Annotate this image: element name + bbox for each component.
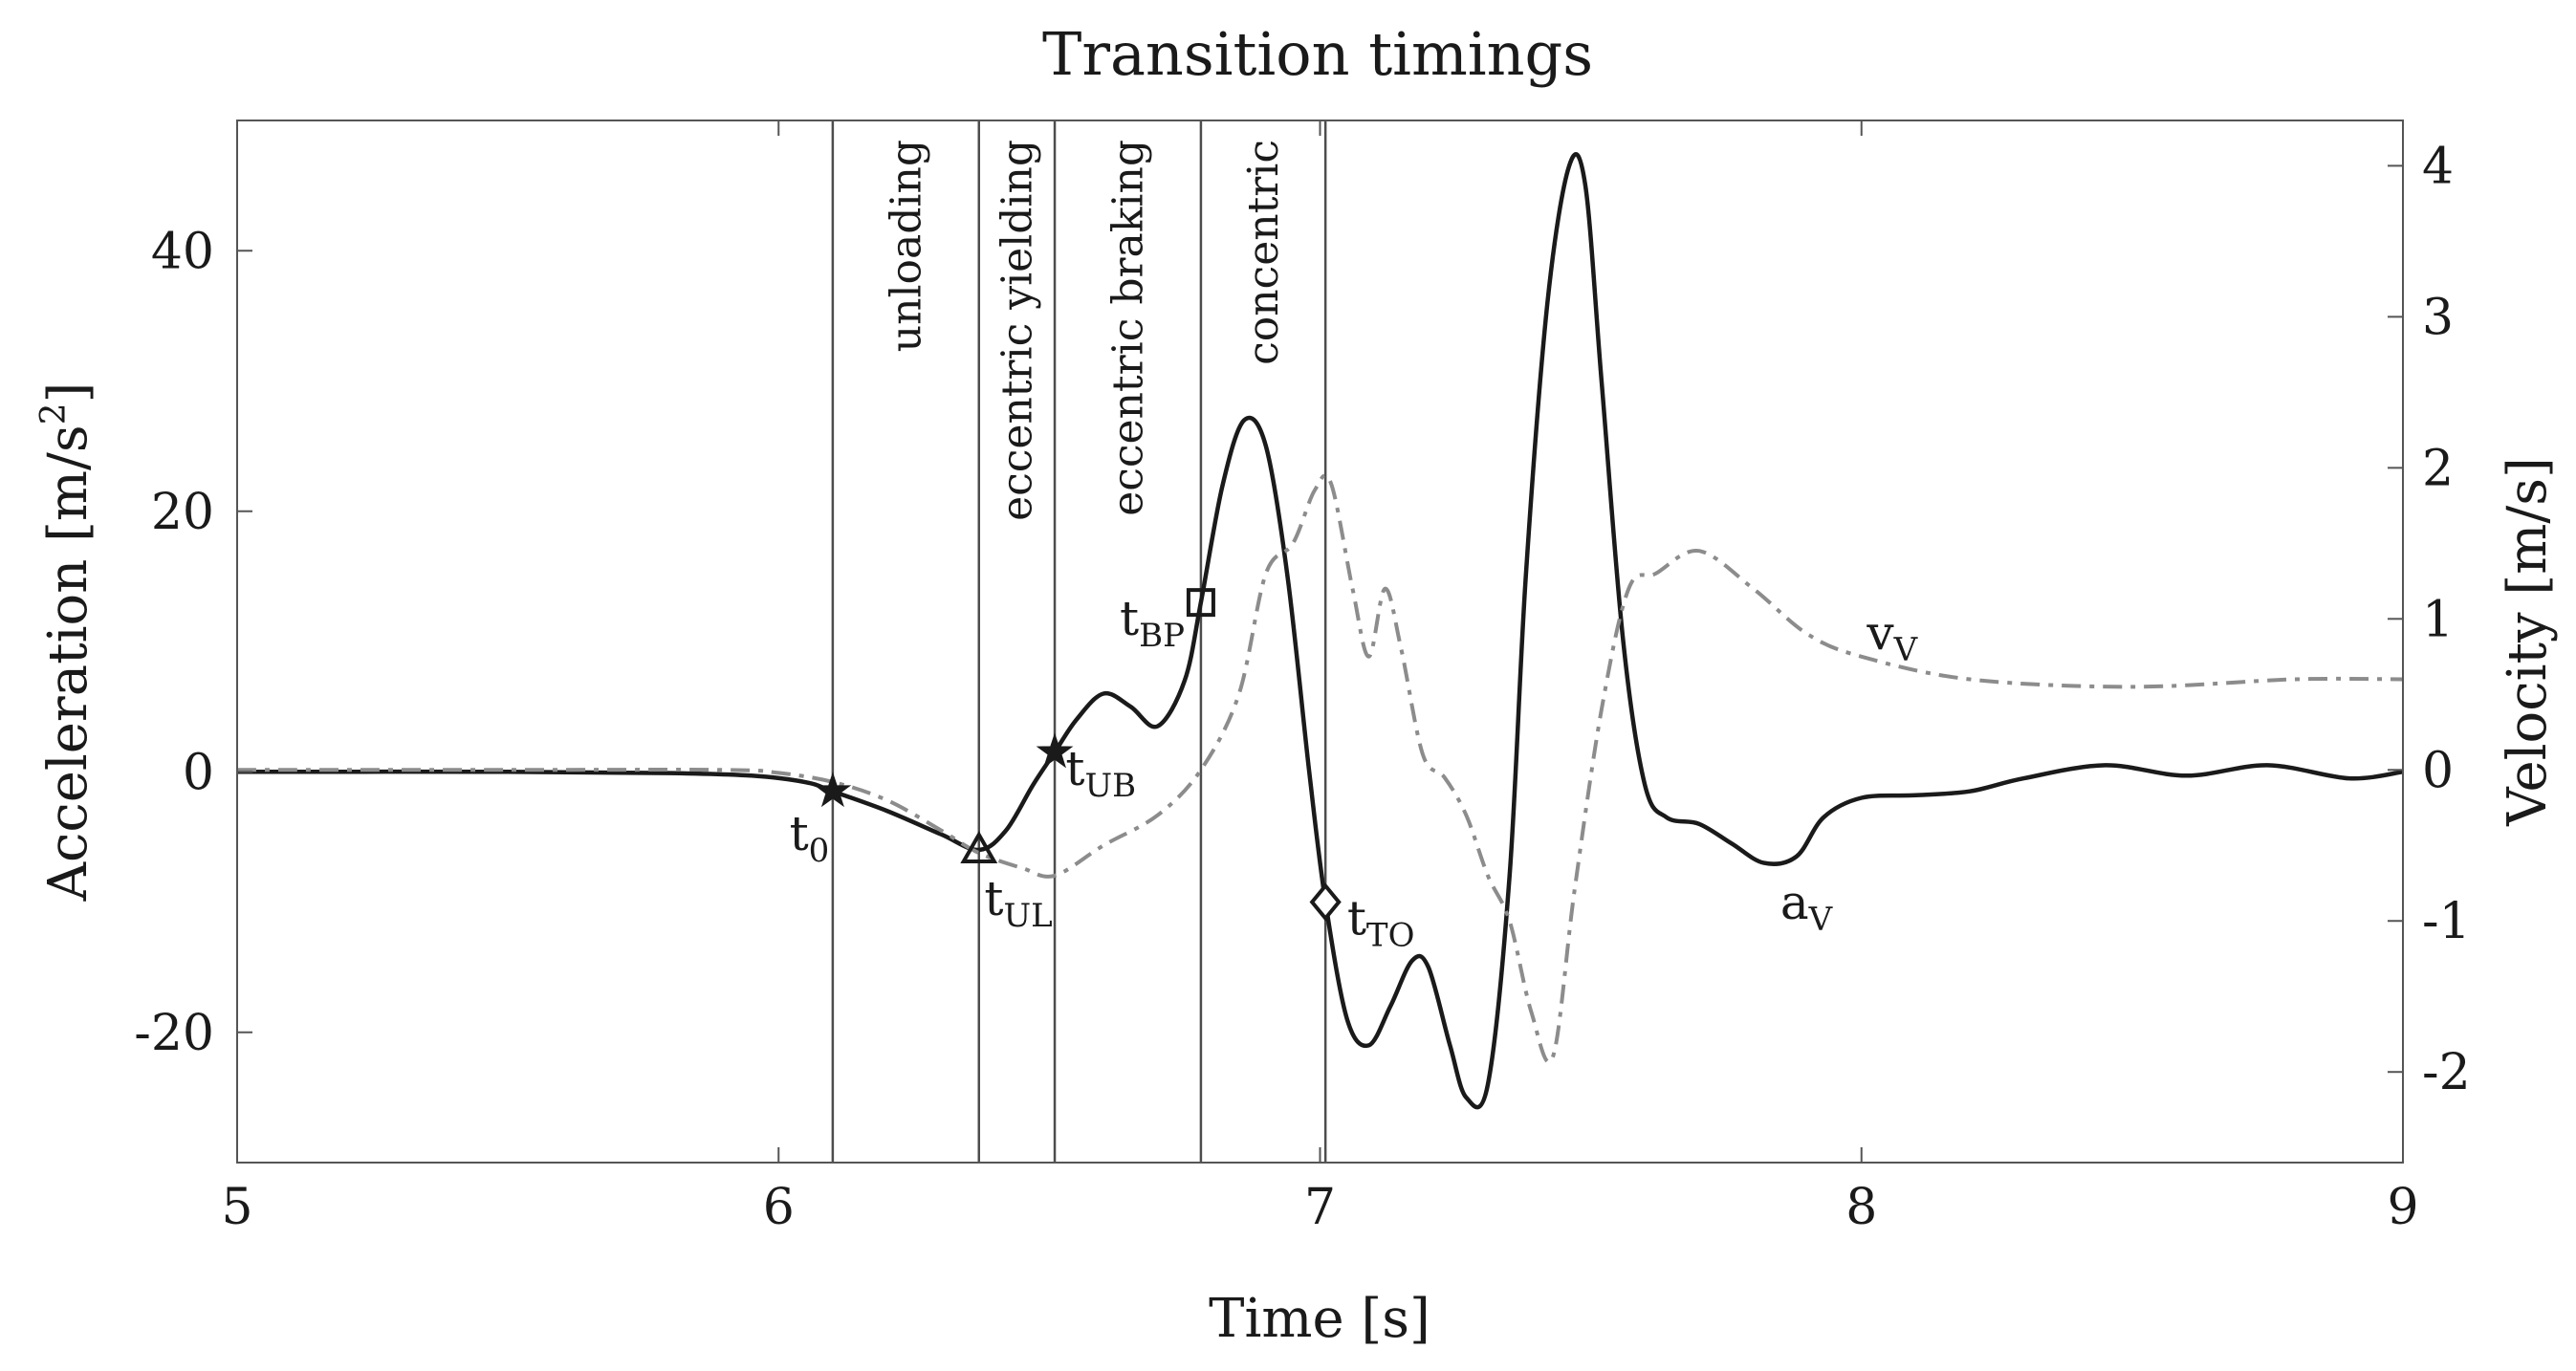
y-left-tick-label-2: 20 xyxy=(151,484,214,541)
marker-tBP xyxy=(1186,588,1215,618)
marker-t0-label: t0 xyxy=(790,806,830,870)
marker-tBP-label-sub: BP xyxy=(1139,617,1185,655)
phase-label-2: eccentric braking xyxy=(1103,140,1152,516)
phase-label-1: eccentric yielding xyxy=(993,140,1041,521)
x-tick-label-2: 7 xyxy=(1304,1179,1336,1236)
y-right-tick-label-1: -1 xyxy=(2422,893,2471,950)
marker-tUL-label: tUL xyxy=(984,871,1052,935)
x-tick-label-0: 5 xyxy=(221,1179,252,1236)
y-left-label-text: Acceleration [m/s xyxy=(37,424,99,902)
marker-tUL-label-main: t xyxy=(984,871,1003,926)
marker-t0 xyxy=(814,772,852,808)
y-right-tick-label-4: 2 xyxy=(2422,440,2454,497)
x-tick-label-4: 9 xyxy=(2387,1179,2418,1236)
y-left-label-sup: 2 xyxy=(34,403,74,424)
marker-t0-label-sub: 0 xyxy=(809,832,830,870)
series-v_V-label-main: v xyxy=(1866,605,1894,661)
marker-tUL xyxy=(960,830,998,863)
y-right-tick-label-2: 0 xyxy=(2422,742,2454,799)
phase-label-0: unloading xyxy=(882,140,930,352)
series-v_V-label: vV xyxy=(1866,605,1918,669)
y-left-tick-label-1: 0 xyxy=(183,744,214,801)
marker-tUB-label-sub: UB xyxy=(1084,767,1136,805)
chart-title: Transition timings xyxy=(1042,19,1593,89)
marker-tTO-label-sub: TO xyxy=(1366,917,1415,955)
y-axis-left: -20 0 20 40 xyxy=(134,223,252,1062)
y-right-tick-label-5: 3 xyxy=(2422,289,2454,346)
series-layer xyxy=(236,152,2404,1110)
series-v_V-label-sub: V xyxy=(1893,631,1919,669)
phase-label-3: concentric xyxy=(1239,140,1288,365)
y-right-tick-label-0: -2 xyxy=(2422,1044,2471,1101)
phase-lines xyxy=(831,120,1327,1163)
x-axis: 5 6 7 8 9 xyxy=(221,120,2419,1236)
marker-tBP-label-main: t xyxy=(1120,591,1139,646)
marker-t0-label-main: t xyxy=(790,806,809,861)
marker-tUL-label-sub: UL xyxy=(1004,897,1053,935)
x-axis-label: Time [s] xyxy=(1209,1288,1430,1350)
marker-tBP-label: tBP xyxy=(1120,591,1185,655)
y-left-tick-label-3: 40 xyxy=(151,223,214,280)
y-axis-right-label: Velocity [m/s] xyxy=(2497,457,2559,827)
x-tick-label-1: 6 xyxy=(763,1179,795,1236)
marker-tUB-label: tUB xyxy=(1065,741,1136,805)
series-a_V-label-sub: V xyxy=(1808,901,1834,939)
y-left-label-end: ] xyxy=(37,382,99,403)
y-left-tick-label-0: -20 xyxy=(134,1005,214,1062)
y-right-tick-label-6: 4 xyxy=(2422,138,2454,195)
marker-tTO xyxy=(1309,882,1342,922)
marker-tTO-label: tTO xyxy=(1347,891,1415,955)
phase-labels: unloading eccentric yielding eccentric bra… xyxy=(882,140,1288,521)
series-a_V-line xyxy=(236,152,2404,1110)
series-a_V-label: aV xyxy=(1780,875,1834,939)
x-tick-label-3: 8 xyxy=(1845,1179,1877,1236)
y-right-tick-label-3: 1 xyxy=(2422,591,2454,648)
y-axis-left-label: Acceleration [m/s2] xyxy=(34,382,99,903)
series-v_V-line xyxy=(237,473,2404,1064)
marker-tUB xyxy=(1036,732,1074,769)
marker-tUB-label-main: t xyxy=(1065,741,1084,796)
marker-tTO-label-main: t xyxy=(1347,891,1366,947)
series-a_V-label-main: a xyxy=(1780,875,1809,930)
y-axis-right: -2 -1 0 1 2 3 4 xyxy=(2388,138,2471,1101)
